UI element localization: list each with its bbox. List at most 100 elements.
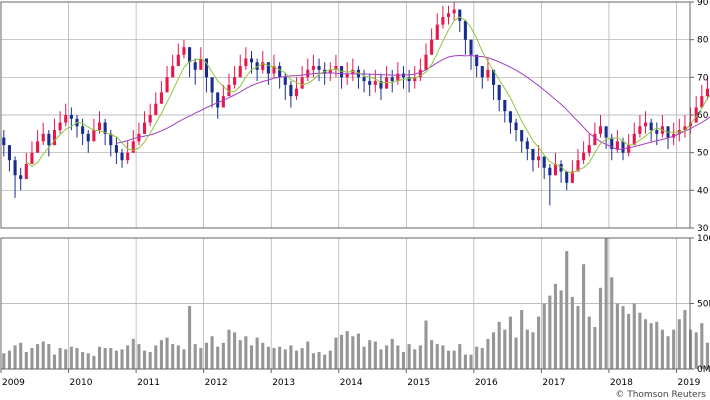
candle-down <box>565 171 569 191</box>
candle-up <box>582 141 586 164</box>
candle-body <box>598 126 603 134</box>
volume-bar <box>677 319 681 369</box>
volume-bar <box>458 344 462 369</box>
candle-up <box>126 141 130 164</box>
volume-bar <box>621 306 625 369</box>
volume-bar <box>649 323 653 369</box>
candle-body <box>159 92 163 104</box>
volume-bar <box>261 342 265 369</box>
candle-up <box>142 111 147 134</box>
candle-down <box>19 167 23 191</box>
volume-bar <box>497 321 501 369</box>
candle-body <box>542 156 546 168</box>
x-axis-ticks: 2009 2010 2011 2012 2013 2014 2015 2016 2017 2018… <box>0 369 701 388</box>
volume-bar <box>75 348 79 369</box>
candle-up <box>424 43 428 70</box>
volume-bar <box>351 336 355 369</box>
candle-down <box>548 163 552 206</box>
candle-body <box>30 152 34 164</box>
volume-bar <box>171 344 175 369</box>
candle-body <box>13 160 17 176</box>
candle-body <box>413 77 417 82</box>
candle-up <box>154 92 158 115</box>
candle-up <box>165 66 169 93</box>
volume-bar <box>249 345 254 369</box>
candle-up <box>705 77 709 100</box>
volume-tick-label: 50M <box>697 300 710 310</box>
volume-bar <box>593 327 597 369</box>
volume-bar <box>542 303 546 369</box>
volume-bar <box>598 287 603 369</box>
candle-up <box>396 62 400 85</box>
candle-body <box>165 77 169 93</box>
candle-body <box>69 115 73 119</box>
moving-average-long-line <box>116 54 710 151</box>
volume-bar <box>503 329 507 369</box>
volume-bar <box>193 344 197 369</box>
candle-up <box>430 28 434 55</box>
candle-body <box>480 66 484 78</box>
volume-bar <box>58 348 62 369</box>
candle-up <box>182 39 186 59</box>
candle-body <box>615 141 619 149</box>
volume-axis-ticks: 0M 50M 100M <box>690 234 710 375</box>
volume-bar <box>255 337 259 369</box>
candle-body <box>306 69 310 78</box>
volume-bar <box>531 332 535 369</box>
candle-down <box>283 73 287 100</box>
volume-bar <box>508 316 512 369</box>
candle-down <box>204 58 209 93</box>
candle-body <box>368 81 372 85</box>
candle-body <box>126 152 130 161</box>
candle-body <box>47 133 51 146</box>
candle-body <box>272 66 276 74</box>
volume-bar <box>390 338 394 369</box>
candle-up <box>238 54 242 78</box>
candle-up <box>306 58 310 82</box>
candle-up <box>30 141 34 164</box>
volume-bars <box>2 238 709 369</box>
candle-up <box>615 130 619 153</box>
volume-bar <box>317 351 321 369</box>
candle-body <box>142 122 147 134</box>
candle-body <box>244 58 248 67</box>
candle-body <box>233 77 237 85</box>
volume-bar <box>188 306 192 369</box>
volume-bar <box>92 355 96 369</box>
volume-bar <box>19 342 23 369</box>
candle-body <box>328 69 332 74</box>
volume-bar <box>81 351 85 369</box>
volume-bar <box>525 329 529 369</box>
candle-body <box>418 69 422 78</box>
volume-bar <box>340 334 344 369</box>
candle-body <box>221 96 225 108</box>
moving-average-short-line <box>25 16 710 174</box>
volume-bar <box>368 340 372 369</box>
volume-bar <box>36 344 40 369</box>
candle-up <box>643 111 648 134</box>
candle-body <box>407 77 411 82</box>
candle-down <box>317 58 321 82</box>
candle-body <box>199 58 203 70</box>
volume-bar <box>30 348 34 369</box>
candle-up <box>446 5 451 25</box>
candle-body <box>520 130 524 142</box>
candle-body <box>390 77 394 82</box>
volume-bar <box>705 342 709 369</box>
volume-bar <box>537 316 541 369</box>
volume-bar <box>430 340 434 369</box>
volume-bar <box>334 337 338 369</box>
x-tick-label: 2015 <box>407 378 430 388</box>
volume-bar <box>570 296 574 369</box>
volume-bar <box>266 346 270 369</box>
volume-bar <box>289 345 293 369</box>
candle-body <box>627 145 631 153</box>
candle-up <box>598 115 603 138</box>
candle-body <box>424 54 428 70</box>
volume-bar <box>615 303 619 369</box>
candle-body <box>632 133 636 146</box>
candle-up <box>638 115 642 138</box>
volume-bar <box>114 350 118 369</box>
volume-bar <box>41 341 45 369</box>
volume-bar <box>216 346 220 369</box>
